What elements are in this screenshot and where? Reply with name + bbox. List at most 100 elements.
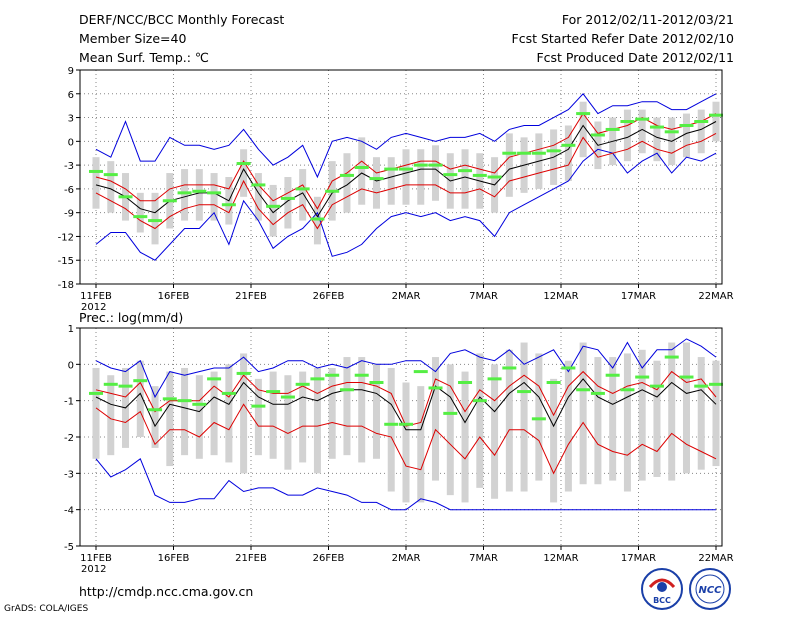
- temp-xtick-label: 2MAR: [392, 291, 421, 302]
- temp-spread-box: [269, 184, 277, 237]
- prec-spread-box: [299, 371, 307, 463]
- prec-median-mark: [118, 384, 133, 388]
- prec-xtick-label: 7MAR: [469, 553, 498, 564]
- prec-median-mark: [103, 382, 118, 386]
- prec-xtick-label: 16FEB: [158, 553, 190, 564]
- prec-spread-box: [520, 342, 528, 492]
- prec-spread-box: [343, 357, 351, 456]
- temp-median-mark: [620, 120, 635, 124]
- prec-spread-box: [254, 378, 262, 456]
- prec-xtick-label: 26FEB: [313, 553, 345, 564]
- temp-spread-box: [240, 149, 248, 197]
- prec-spread-box: [195, 375, 203, 459]
- temp-ytick-label: 3: [68, 114, 74, 125]
- prec-median-mark: [251, 404, 266, 408]
- temp-median-mark: [236, 162, 251, 166]
- temp-median-mark: [280, 196, 295, 200]
- prec-spread-box: [402, 382, 410, 503]
- prec-line-min_line: [95, 458, 716, 511]
- temp-median-mark: [605, 127, 620, 131]
- temp-median-mark: [590, 133, 605, 137]
- temp-xtick-label: 12MAR: [543, 291, 578, 302]
- temp-spread-box: [668, 117, 676, 166]
- temp-median-mark: [635, 117, 650, 121]
- prec-median-mark: [487, 377, 502, 381]
- forecast-produced-date: Fcst Produced Date 2012/02/11: [536, 50, 734, 65]
- temp-median-mark: [369, 177, 384, 181]
- temp-median-mark: [561, 143, 576, 147]
- temp-spread-box: [210, 173, 218, 221]
- prec-spread-box: [151, 386, 159, 448]
- temp-median-mark: [162, 199, 177, 203]
- prec-ytick-label: 1: [68, 324, 74, 335]
- prec-ytick-label: -3: [64, 469, 74, 480]
- prec-line-mean: [95, 378, 717, 431]
- temp-spread-box: [550, 129, 558, 185]
- temp-median-mark: [251, 183, 266, 187]
- prec-median-mark: [502, 366, 517, 370]
- temp-spread-box: [107, 161, 115, 213]
- prec-median-mark: [458, 381, 473, 384]
- temp-ytick-label: -9: [64, 209, 74, 220]
- temp-spread-box: [299, 169, 307, 221]
- prec-spread-box: [372, 364, 380, 459]
- prec-median-mark: [428, 386, 443, 390]
- prec-median-mark: [517, 390, 532, 394]
- temp-median-mark: [384, 167, 399, 171]
- prec-spread-box: [225, 364, 233, 463]
- temp-xtick-label: 26FEB: [313, 291, 345, 302]
- prec-spread-box: [535, 353, 543, 481]
- prec-median-mark: [354, 373, 369, 377]
- prec-spread-box: [328, 367, 336, 459]
- prec-median-mark: [369, 381, 384, 384]
- temp-line-mean: [95, 121, 717, 218]
- prec-median-mark: [620, 388, 635, 392]
- temp-spread-box: [446, 153, 454, 209]
- temp-spread-box: [623, 109, 631, 162]
- temp-spread-box: [579, 101, 587, 158]
- prec-spread-box: [653, 360, 661, 477]
- temp-median-mark: [487, 175, 502, 179]
- temp-spread-box: [697, 109, 705, 154]
- temp-median-mark: [354, 165, 369, 169]
- prec-xtick-label: 11FEB: [80, 553, 112, 564]
- forecast-period: For 2012/02/11-2012/03/21: [561, 12, 734, 27]
- temp-median-mark: [133, 215, 148, 219]
- temp-spread-box: [372, 157, 380, 209]
- temp-ytick-label: -6: [64, 185, 74, 196]
- temp-ytick-label: -18: [58, 280, 74, 291]
- prec-spread-box: [92, 367, 100, 459]
- prec-median-mark: [89, 391, 103, 395]
- prec-spread-box: [712, 360, 720, 467]
- prec-spread-box: [269, 371, 277, 459]
- prec-ytick-label: -4: [64, 506, 74, 517]
- prec-spread-box: [387, 367, 395, 492]
- prec-spread-box: [550, 378, 558, 503]
- prec-spread-box: [564, 360, 572, 492]
- prec-spread-box: [166, 371, 174, 467]
- prec-spread-box: [682, 342, 690, 474]
- temp-spread-box: [358, 137, 366, 205]
- prec-xtick-label: 12MAR: [543, 553, 578, 564]
- prec-xtick-label: 22MAR: [698, 553, 733, 564]
- temp-spread-box: [417, 149, 425, 205]
- prec-spread-box: [358, 357, 366, 463]
- temp-median-mark: [664, 130, 679, 134]
- prec-spread-box: [668, 342, 676, 481]
- prec-median-mark: [561, 366, 576, 370]
- temp-line-p_upper: [95, 112, 717, 210]
- temp-spread-box: [476, 153, 484, 209]
- prec-spread-box: [417, 386, 425, 503]
- prec-median-mark: [162, 397, 177, 401]
- prec-spread-box: [461, 371, 469, 503]
- temp-median-mark: [295, 187, 310, 191]
- temp-median-mark: [709, 113, 723, 117]
- prec-median-mark: [221, 391, 236, 395]
- prec-median-mark: [443, 411, 458, 415]
- prec-median-mark: [576, 388, 591, 392]
- prec-median-mark: [295, 382, 310, 386]
- prec-median-mark: [664, 355, 679, 359]
- prec-spread-box: [240, 353, 248, 474]
- temp-xtick-label: 11FEB: [80, 291, 112, 302]
